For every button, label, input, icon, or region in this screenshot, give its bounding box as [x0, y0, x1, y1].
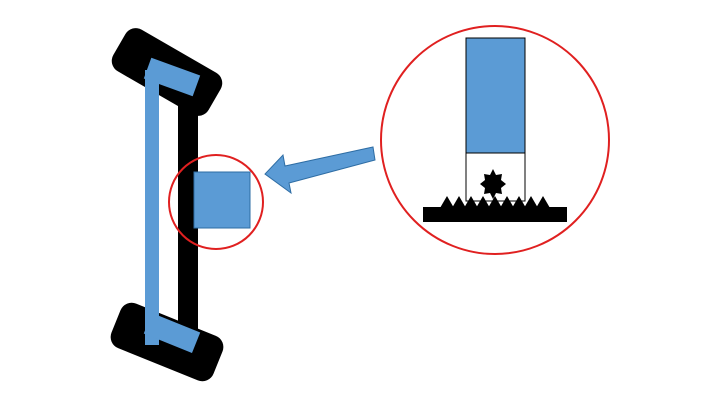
- frame-rail: [178, 95, 198, 335]
- toothed-rack: [423, 196, 567, 222]
- zoom-circle: [380, 25, 610, 255]
- blue-bracket: [143, 57, 201, 353]
- zoom-block: [465, 37, 526, 154]
- gear-icon: [480, 169, 506, 199]
- focus-circle: [168, 154, 264, 250]
- pointer-arrow: [264, 146, 376, 195]
- attached-block: [193, 171, 251, 229]
